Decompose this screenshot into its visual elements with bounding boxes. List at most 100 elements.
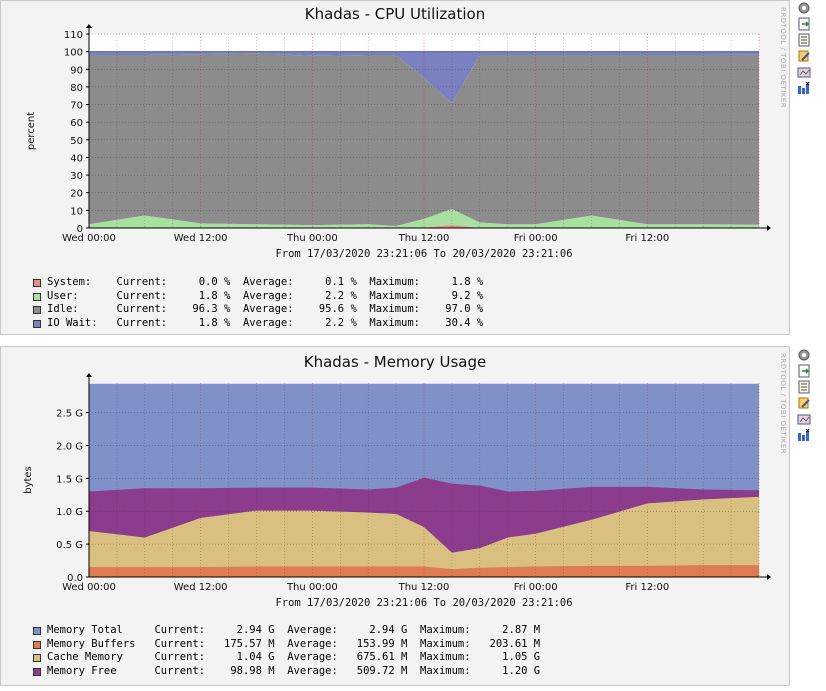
x-axis-arrow <box>767 574 771 580</box>
legend-label: Maximum: <box>369 316 433 329</box>
export-icon[interactable] <box>797 363 811 378</box>
refresh-icon[interactable] <box>797 411 811 425</box>
legend-text: IO Wait: Current: 1.8 % Average: 2.2 % M… <box>47 317 483 331</box>
x-tick-label: Wed 12:00 <box>174 233 228 244</box>
memory-graph-title: Khadas - Memory Usage <box>303 353 487 371</box>
legend-maximum: 203.61 M <box>483 637 541 650</box>
list-icon[interactable] <box>797 32 811 47</box>
legend-name: IO Wait: <box>47 316 117 329</box>
list-icon[interactable] <box>797 379 811 394</box>
x-tick-label: Fri 00:00 <box>514 233 558 244</box>
grid <box>88 33 760 229</box>
cpu-graph-title: Khadas - CPU Utilization <box>304 5 486 23</box>
rrdtool-watermark: RRDTOOL / TOBI OETIKER <box>779 353 787 455</box>
legend-swatch <box>33 667 41 676</box>
legend-average: 95.6 % <box>306 303 370 316</box>
legend-label: Current: <box>116 276 180 288</box>
legend-average: 509.72 M <box>350 664 420 677</box>
series-area-memory-buffers <box>89 565 759 577</box>
edit-icon[interactable] <box>797 48 811 62</box>
y-tick-label: 0 <box>77 224 83 235</box>
legend-label: Average: <box>242 316 307 329</box>
legend-swatch <box>33 279 41 287</box>
x-tick-label: Wed 12:00 <box>174 582 228 593</box>
legend-text: Memory Buffers Current: 175.57 M Average… <box>47 638 540 652</box>
edit-icon[interactable] <box>797 395 811 409</box>
legend-label: Current: <box>116 289 180 302</box>
y-axis-arrow <box>86 373 92 377</box>
legend-current: 1.8 % <box>179 316 243 329</box>
legend-name: Memory Free <box>47 664 155 677</box>
memory-tools <box>797 347 813 443</box>
legend-current: 175.57 M <box>217 637 288 650</box>
legend-average: 2.2 % <box>306 289 370 302</box>
y-tick-label: 40 <box>70 153 83 164</box>
memory-graph-panel: Khadas - Memory Usage RRDTOOL / TOBI OET… <box>0 346 790 686</box>
y-tick-label: 2.5 G <box>56 409 83 420</box>
legend-label: Current: <box>116 316 180 329</box>
legend-maximum: 1.8 % <box>432 276 484 288</box>
legend-average: 2.94 G <box>350 624 420 636</box>
x-tick-label: Fri 12:00 <box>625 233 669 244</box>
y-tick-label: 110 <box>64 30 83 41</box>
cpu-tools <box>797 0 813 96</box>
x-axis-arrow <box>767 225 771 231</box>
legend-name: User: <box>47 289 117 302</box>
legend-name: Idle: <box>47 303 117 316</box>
y-tick-label: 0.5 G <box>56 540 83 551</box>
x-tick-label: Fri 12:00 <box>625 582 669 593</box>
x-tick-label: Wed 00:00 <box>62 582 116 593</box>
refresh-icon[interactable] <box>797 64 811 78</box>
y-tick-label: 0.0 <box>67 573 83 584</box>
legend-average: 2.2 % <box>306 316 370 329</box>
export-icon[interactable] <box>797 16 811 31</box>
legend-current: 0.0 % <box>179 276 243 288</box>
legend-label: Current: <box>154 637 218 650</box>
legend-swatch <box>33 627 41 635</box>
gear-icon[interactable] <box>797 347 811 361</box>
legend-label: Maximum: <box>420 637 484 650</box>
legend-label: Average: <box>242 276 307 288</box>
y-tick-label: 90 <box>70 65 83 76</box>
legend-average: 0.1 % <box>306 276 370 288</box>
legend-maximum: 1.05 G <box>483 651 541 664</box>
time-range: From 17/03/2020 23:21:06 To 20/03/2020 2… <box>275 597 572 609</box>
legend-name: Memory Total <box>47 624 155 636</box>
cpu-chart: 0 10 20 30 40 50 60 70 80 90 100 110 Wed 00:00 Wed 12… <box>26 24 771 260</box>
legend-text: Cache Memory Current: 1.04 G Average: 67… <box>47 651 540 665</box>
legend-swatch <box>33 319 41 328</box>
y-tick-label: 1.0 G <box>56 507 83 518</box>
y-tick-label: 70 <box>70 101 83 112</box>
legend-swatch <box>33 654 41 663</box>
y-tick-label: 10 <box>70 206 83 217</box>
y-tick-label: 20 <box>70 189 83 200</box>
legend-label: Current: <box>116 303 180 316</box>
legend-maximum: 9.2 % <box>432 289 484 302</box>
legend-label: Average: <box>287 664 351 677</box>
legend-current: 96.3 % <box>179 303 243 316</box>
gear-icon[interactable] <box>797 0 811 14</box>
delete-graph-icon[interactable] <box>797 427 811 441</box>
legend-maximum: 2.87 M <box>483 624 541 636</box>
legend-label: Current: <box>154 624 218 636</box>
legend-label: Maximum: <box>369 303 433 316</box>
legend-current: 2.94 G <box>217 624 288 636</box>
legend-maximum: 97.0 % <box>432 303 484 316</box>
memory-chart: 0.0 0.5 G 1.0 G 1.5 G 2.0 G 2.5 G Wed 00:00 Wed… <box>23 373 771 609</box>
legend-name: System: <box>47 276 117 288</box>
y-tick-label: 1.5 G <box>56 474 83 485</box>
x-tick-label: Thu 00:00 <box>286 582 338 593</box>
legend-maximum: 30.4 % <box>432 316 484 329</box>
legend-swatch <box>33 306 41 315</box>
legend-label: Maximum: <box>369 289 433 302</box>
legend-label: Maximum: <box>420 624 484 636</box>
delete-graph-icon[interactable] <box>797 80 811 94</box>
legend-current: 98.98 M <box>217 664 288 677</box>
legend-current: 1.04 G <box>217 651 288 664</box>
legend-name: Cache Memory <box>47 651 155 664</box>
series-area-io-wait <box>89 51 759 104</box>
x-tick-label: Thu 12:00 <box>398 233 450 244</box>
y-axis-label: bytes <box>23 466 34 494</box>
legend-swatch <box>33 292 41 301</box>
legend-label: Maximum: <box>420 651 484 664</box>
